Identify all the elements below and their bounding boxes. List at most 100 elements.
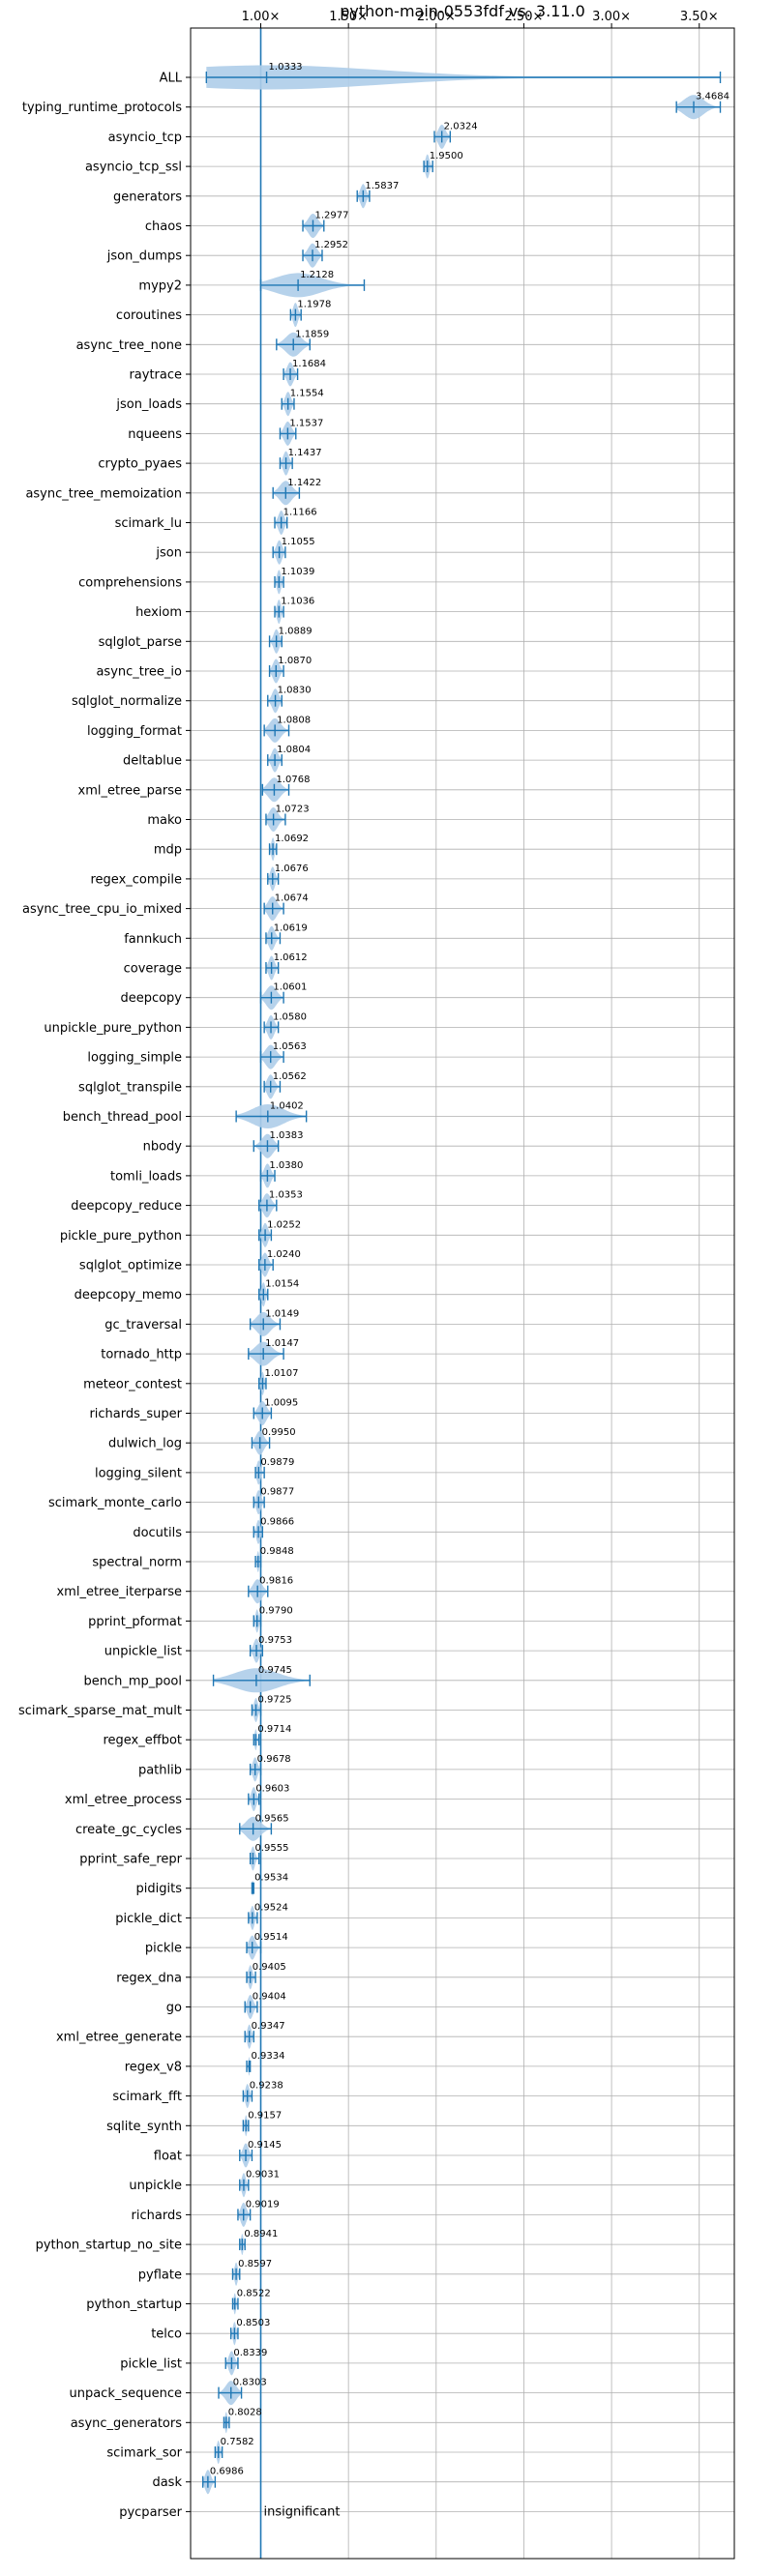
- data-label: 1.1554: [290, 389, 324, 399]
- x-tick-label: 2.00×: [417, 10, 456, 24]
- y-tick-label: chaos: [145, 220, 182, 234]
- x-tick-label: 1.00×: [242, 10, 281, 24]
- y-tick-label: go: [166, 2001, 182, 2015]
- y-tick-label: xml_etree_iterparse: [56, 1585, 182, 1599]
- y-tick-label: pyflate: [138, 2268, 182, 2282]
- data-label: 0.9031: [246, 2170, 280, 2181]
- data-label: 0.8522: [237, 2289, 271, 2299]
- y-axis-ticks: ALL typing_runtime_protocols asyncio_tcpas…: [18, 72, 191, 2520]
- y-tick-label: pprint_pformat: [88, 1615, 182, 1629]
- y-tick-label: create_gc_cycles: [75, 1823, 182, 1837]
- y-tick-label: tornado_http: [101, 1348, 182, 1362]
- data-label: 0.9678: [257, 1754, 291, 1765]
- data-label: 1.2952: [314, 240, 348, 250]
- x-tick-label: 1.50×: [329, 10, 368, 24]
- y-tick-label: comprehensions: [78, 575, 182, 590]
- y-tick-label: async_tree_none: [76, 338, 182, 353]
- y-tick-label: richards_super: [89, 1407, 182, 1421]
- data-label: 1.0580: [273, 1011, 307, 1022]
- data-label: 1.0768: [276, 775, 310, 785]
- data-label: 0.9238: [250, 2081, 283, 2092]
- y-tick-label: deepcopy_reduce: [71, 1199, 182, 1214]
- y-tick-label: pprint_safe_repr: [79, 1853, 182, 1867]
- data-label: 0.9347: [252, 2021, 285, 2032]
- data-label: 1.0674: [275, 893, 309, 904]
- y-tick-label: telco: [151, 2327, 182, 2342]
- y-tick-label: spectral_norm: [92, 1556, 182, 1570]
- data-label: 0.9405: [253, 1962, 286, 1973]
- y-tick-label: pidigits: [136, 1882, 183, 1896]
- y-tick-label: sqlglot_normalize: [72, 694, 182, 709]
- data-label: 1.0563: [273, 1041, 307, 1052]
- y-tick-label: pycparser: [119, 2505, 182, 2520]
- y-tick-label: mdp: [154, 843, 182, 858]
- y-tick-label: async_generators: [71, 2416, 183, 2431]
- data-label: 1.1978: [297, 300, 331, 310]
- data-label: 1.0723: [276, 805, 310, 815]
- data-label: 1.0147: [265, 1338, 299, 1349]
- x-tick-label: 3.00×: [592, 10, 631, 24]
- data-label: 0.9404: [253, 1992, 286, 2003]
- data-label: 0.9145: [248, 2140, 282, 2151]
- data-label: 0.9524: [254, 1902, 288, 1913]
- y-tick-label: logging_format: [87, 724, 182, 739]
- data-label: 3.4684: [696, 92, 729, 102]
- data-label: 1.0240: [267, 1249, 301, 1260]
- data-label: 0.8303: [233, 2378, 267, 2388]
- data-label: 1.1055: [282, 537, 315, 547]
- y-tick-label: scimark_fft: [112, 2090, 182, 2104]
- data-label: 0.8941: [244, 2229, 278, 2239]
- y-tick-label: pickle_pure_python: [60, 1229, 182, 1244]
- data-label: 0.9534: [254, 1873, 288, 1884]
- data-label: 1.0830: [278, 686, 312, 696]
- x-tick-label: 2.50×: [505, 10, 544, 24]
- data-label: 0.9019: [246, 2199, 280, 2210]
- y-tick-label: xml_etree_parse: [78, 783, 182, 798]
- y-tick-label: dask: [152, 2475, 182, 2490]
- y-tick-label: regex_compile: [90, 872, 182, 887]
- data-label: 1.0676: [275, 864, 309, 874]
- data-label: 1.0612: [274, 952, 308, 963]
- y-tick-label: mako: [147, 813, 182, 828]
- y-tick-label: fannkuch: [124, 932, 182, 947]
- y-tick-label: pickle_list: [120, 2356, 182, 2371]
- y-tick-label: asyncio_tcp_ssl: [85, 161, 182, 175]
- data-label: 1.0333: [269, 62, 303, 73]
- data-label: 1.0870: [278, 656, 312, 666]
- y-tick-label: sqlite_synth: [106, 2120, 182, 2134]
- y-tick-label: unpickle_list: [104, 1645, 182, 1659]
- data-label: 1.2128: [300, 270, 334, 280]
- y-tick-label: unpack_sequence: [69, 2386, 182, 2401]
- data-label: 0.8339: [233, 2348, 267, 2358]
- data-label: 1.1166: [283, 508, 317, 518]
- data-label: 0.9157: [248, 2110, 282, 2121]
- y-tick-label: scimark_lu: [115, 516, 182, 531]
- data-label: 1.0107: [264, 1368, 298, 1379]
- data-label: 0.9753: [258, 1635, 292, 1646]
- data-label: 1.1859: [295, 329, 329, 339]
- data-label: 1.0619: [274, 922, 308, 933]
- data-label: 2.0324: [444, 121, 478, 132]
- data-label: 0.9790: [259, 1605, 293, 1616]
- data-label: 1.0402: [270, 1101, 304, 1112]
- y-tick-label: xml_etree_process: [65, 1793, 182, 1807]
- data-label: 0.9555: [254, 1843, 288, 1854]
- data-label: 1.0692: [275, 834, 309, 844]
- y-tick-label: asyncio_tcp: [108, 131, 182, 145]
- y-tick-label: gc_traversal: [104, 1318, 182, 1332]
- data-label: 1.0383: [269, 1130, 303, 1141]
- data-label: 1.1422: [287, 478, 321, 488]
- y-tick-label: python_startup_no_site: [36, 2239, 182, 2253]
- data-label: 1.0252: [267, 1219, 301, 1230]
- data-label: 0.9950: [262, 1427, 296, 1438]
- data-label: 0.9866: [260, 1516, 294, 1527]
- y-tick-label: pickle: [145, 1942, 182, 1956]
- y-tick-label: python_startup: [86, 2298, 182, 2312]
- label-layer: 1.0333 3.4684 2.0324 1.9500 1.5837 1.2977 1.29…: [210, 62, 729, 2519]
- data-label: 0.9877: [260, 1487, 294, 1498]
- data-label: 0.9603: [255, 1784, 289, 1795]
- y-tick-label: richards: [132, 2209, 183, 2223]
- y-tick-label: dulwich_log: [108, 1437, 182, 1451]
